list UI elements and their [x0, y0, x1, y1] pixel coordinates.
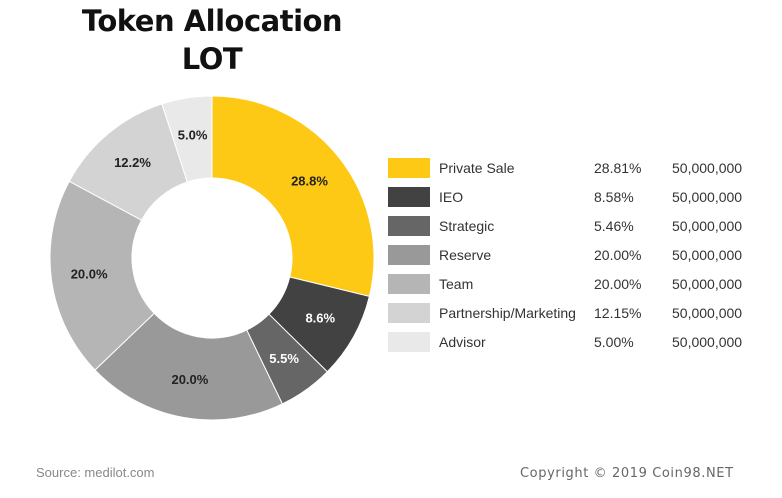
slice-value-label: 8.6% [305, 310, 335, 325]
legend-row-strategic: Strategic 5.46% 50,000,000 [388, 214, 768, 243]
legend-label: Team [439, 276, 474, 292]
chart-title: Token Allocation LOT [62, 2, 362, 78]
legend-swatch [388, 216, 430, 236]
legend-label: IEO [439, 189, 464, 205]
slice-value-label: 12.2% [114, 155, 151, 170]
legend-percent: 20.00% [594, 276, 642, 292]
legend-label: Partnership/Marketing [439, 305, 576, 321]
legend: Private Sale 28.81% 50,000,000 IEO 8.58%… [388, 156, 768, 359]
legend-label: Strategic [439, 218, 495, 234]
legend-amount: 50,000,000 [672, 334, 743, 350]
donut-chart: 28.8% 8.6% 5.5% 20.0% 20.0% 12.2% 5.0% [49, 95, 375, 421]
legend-swatch [388, 332, 430, 352]
legend-row-private-sale: Private Sale 28.81% 50,000,000 [388, 156, 768, 185]
legend-swatch [388, 303, 430, 323]
donut-slice-advisor [161, 95, 213, 183]
copyright-note: Copyright © 2019 Coin98.NET [520, 466, 734, 481]
legend-percent: 28.81% [594, 160, 642, 176]
slice-value-label: 28.8% [291, 173, 328, 188]
legend-percent: 20.00% [594, 247, 642, 263]
legend-percent: 5.46% [594, 218, 634, 234]
slice-value-label: 5.5% [269, 351, 299, 366]
legend-row-ieo: IEO 8.58% 50,000,000 [388, 185, 768, 214]
legend-swatch [388, 187, 430, 207]
legend-amount: 50,000,000 [672, 276, 743, 292]
legend-swatch [388, 158, 430, 178]
legend-amount: 50,000,000 [672, 305, 743, 321]
legend-amount: 50,000,000 [672, 189, 743, 205]
legend-amount: 50,000,000 [672, 247, 743, 263]
legend-row-advisor: Advisor 5.00% 50,000,000 [388, 330, 768, 359]
legend-percent: 5.00% [594, 334, 634, 350]
source-note: Source: medilot.com [36, 465, 155, 480]
slice-value-label: 20.0% [71, 267, 108, 282]
legend-label: Private Sale [439, 160, 515, 176]
legend-swatch [388, 245, 430, 265]
legend-swatch [388, 274, 430, 294]
chart-title-line-2: LOT [181, 42, 243, 76]
donut-slice-reserve [94, 312, 284, 421]
legend-row-team: Team 20.00% 50,000,000 [388, 272, 768, 301]
legend-row-reserve: Reserve 20.00% 50,000,000 [388, 243, 768, 272]
donut-slice-team [49, 180, 155, 371]
legend-amount: 50,000,000 [672, 160, 743, 176]
legend-row-partnership-marketing: Partnership/Marketing 12.15% 50,000,000 [388, 301, 768, 330]
donut-slice-private-sale [211, 95, 375, 298]
chart-title-line-1: Token Allocation [81, 4, 343, 38]
legend-label: Advisor [439, 334, 486, 350]
legend-percent: 12.15% [594, 305, 642, 321]
legend-percent: 8.58% [594, 189, 634, 205]
slice-value-label: 20.0% [171, 372, 208, 387]
legend-amount: 50,000,000 [672, 218, 743, 234]
legend-label: Reserve [439, 247, 492, 263]
slice-value-label: 5.0% [178, 128, 208, 143]
